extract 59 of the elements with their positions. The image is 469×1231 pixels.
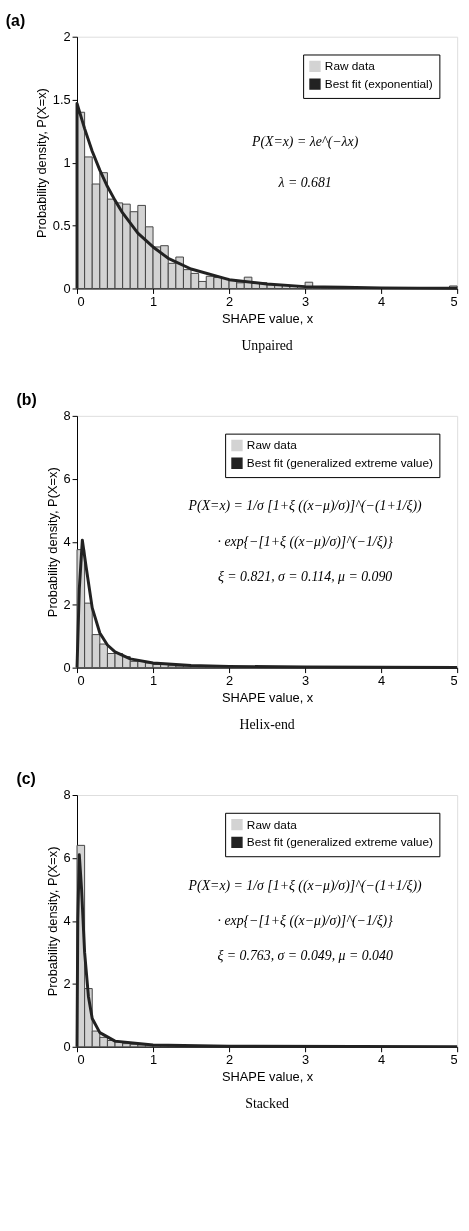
x-tick-label: 5 (450, 1052, 458, 1068)
x-axis-title: SHAPE value, x (221, 310, 314, 326)
y-tick-label: 8 (63, 408, 71, 424)
y-tick-label: 0 (63, 280, 71, 296)
x-tick-label: 4 (378, 1052, 386, 1068)
chart-title: (b) (16, 391, 37, 409)
y-axis-title: Probability density, P(X=x) (44, 846, 60, 997)
x-tick-label: 0 (77, 672, 85, 688)
x-tick-label: 3 (302, 293, 310, 309)
x-tick-label: 4 (378, 293, 386, 309)
y-tick-label: 2 (63, 29, 71, 45)
x-tick-label: 2 (225, 672, 234, 688)
chart-title: (a) (5, 11, 26, 29)
y-tick-label: 6 (63, 850, 71, 866)
x-tick-label: 4 (378, 672, 386, 688)
annotation: ξ = 0.821, σ = 0.114, μ = 0.090 (217, 568, 393, 584)
y-tick-label: 2 (63, 976, 71, 992)
legend-label: Best fit (generalized extreme value) (246, 456, 433, 471)
y-axis-title: Probability density, P(X=x) (33, 88, 49, 239)
x-tick-label: 5 (450, 293, 458, 309)
legend-label: Best fit (generalized extreme value) (246, 835, 433, 850)
chart-title: (c) (16, 770, 36, 788)
y-tick-label: 2 (63, 597, 71, 613)
text: Unpaired (241, 337, 293, 353)
annotation: ξ = 0.763, σ = 0.049, μ = 0.040 (217, 948, 393, 964)
y-tick-label: 0.5 (52, 218, 71, 233)
x-tick-label: 3 (302, 672, 310, 688)
legend-label: Best fit (exponential) (324, 77, 433, 92)
annotation: P(X=x) = λe^(−λx) (250, 134, 359, 151)
legend-label: Raw data (246, 438, 298, 453)
x-tick-label: 3 (302, 1052, 310, 1068)
y-tick-label: 4 (63, 913, 71, 929)
text: Helix-end (239, 716, 295, 732)
legend-label: Raw data (246, 817, 298, 832)
x-tick-label: 1 (149, 1052, 158, 1068)
annotation: · exp{−[1+ξ ((x−μ)/σ)]^(−1/ξ)} (217, 533, 394, 550)
text: Stacked (245, 1096, 290, 1112)
x-tick-label: 2 (225, 1052, 234, 1068)
y-tick-label: 8 (63, 787, 71, 803)
x-tick-label: 2 (225, 293, 234, 309)
x-axis-title: SHAPE value, x (221, 1068, 314, 1084)
y-tick-label: 0 (63, 1039, 71, 1055)
y-tick-label: 0 (63, 660, 71, 676)
y-tick-label: 1 (63, 155, 71, 171)
annotation: P(X=x) = 1/σ [1+ξ ((x−μ)/σ)]^(−(1+1/ξ)) (187, 498, 422, 515)
x-axis-title: SHAPE value, x (221, 689, 314, 705)
y-tick-label: 4 (63, 534, 71, 550)
x-tick-label: 0 (77, 293, 85, 309)
annotation: λ = 0.681 (277, 174, 332, 190)
y-tick-label: 6 (63, 471, 71, 487)
x-tick-label: 1 (149, 293, 158, 309)
x-tick-label: 0 (77, 1052, 85, 1068)
x-tick-label: 5 (450, 672, 458, 688)
y-tick-label: 1.5 (52, 92, 71, 108)
x-tick-label: 1 (149, 672, 158, 688)
legend-label: Raw data (324, 59, 376, 74)
annotation: P(X=x) = 1/σ [1+ξ ((x−μ)/σ)]^(−(1+1/ξ)) (187, 877, 422, 894)
annotation: · exp{−[1+ξ ((x−μ)/σ)]^(−1/ξ)} (217, 912, 394, 929)
y-axis-title: Probability density, P(X=x) (44, 467, 60, 618)
